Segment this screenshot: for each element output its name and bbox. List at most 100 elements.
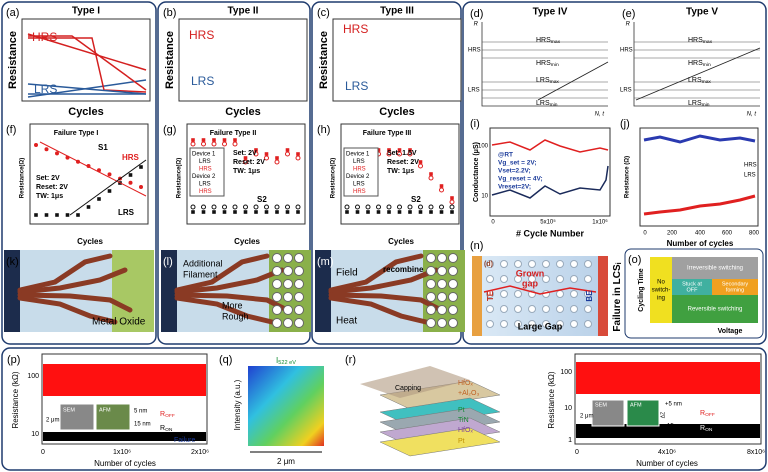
panel-title: Type I xyxy=(72,6,100,17)
label: LRSmax xyxy=(536,77,559,85)
label: Stuck at xyxy=(682,281,702,287)
filament xyxy=(17,267,128,295)
panel-frame xyxy=(1,1,157,345)
marker xyxy=(397,210,402,214)
marker xyxy=(429,172,433,176)
axis-title: Cycling Time xyxy=(638,268,645,312)
label: SEM xyxy=(595,402,607,408)
label: (m) xyxy=(317,256,334,268)
vacancy xyxy=(294,253,304,263)
label: Pt xyxy=(458,407,465,414)
marker xyxy=(212,210,216,214)
label: (k) xyxy=(6,256,19,268)
curve xyxy=(28,37,147,93)
label: Failure xyxy=(174,437,196,444)
label-main: LRS xyxy=(536,100,550,107)
tick-label: 10 xyxy=(31,431,39,438)
marker xyxy=(211,141,217,147)
marker xyxy=(387,148,391,152)
axis-title: Resistance(Ω) xyxy=(331,158,337,199)
marker xyxy=(408,148,412,152)
label-main: LRS xyxy=(688,77,702,84)
label: (l) xyxy=(163,256,173,268)
tick-label: 1x10⁶ xyxy=(113,449,131,456)
marker xyxy=(285,151,290,157)
curve xyxy=(483,285,597,295)
marker xyxy=(233,210,237,214)
label: TW: 1μs xyxy=(233,168,260,175)
tick-label: 200 xyxy=(667,231,678,237)
marker xyxy=(407,151,413,157)
label: Irreversible switching xyxy=(687,266,743,272)
axis-title: Cycles xyxy=(68,106,103,118)
marker xyxy=(222,204,227,210)
legend-entry: Device 1 xyxy=(346,152,370,158)
vacancy xyxy=(283,292,293,302)
filament xyxy=(328,267,439,295)
legend-entry: HRS xyxy=(199,189,212,195)
label: Vset=2.2V; xyxy=(498,168,531,175)
label: switch- xyxy=(652,288,671,294)
label: +Al₂O₃ xyxy=(458,390,479,397)
axis-title: Resistance (Ω) xyxy=(625,156,631,198)
axis-title: Number of cycles xyxy=(667,239,734,248)
label: HfOₓ xyxy=(458,380,473,387)
label: Large Gap xyxy=(518,321,563,331)
tick-label: 100 xyxy=(560,369,572,376)
label: Metal Oxide xyxy=(92,317,146,328)
marker xyxy=(128,180,133,185)
label: Grown xyxy=(516,268,545,278)
marker xyxy=(191,138,195,142)
label-sub: min xyxy=(550,102,558,108)
curve-label: LRS xyxy=(191,74,214,88)
label-main: R xyxy=(700,425,705,432)
marker xyxy=(296,152,300,156)
curve xyxy=(491,165,609,199)
marker xyxy=(429,210,433,214)
curve xyxy=(537,61,609,101)
vacancy xyxy=(294,305,304,315)
label: HRSmax xyxy=(688,37,713,45)
label: ROFF xyxy=(700,410,715,418)
label: ΔZ xyxy=(660,412,666,418)
label: S2 xyxy=(411,195,421,204)
electrode xyxy=(112,250,154,332)
label: Vreset=2V; xyxy=(498,184,531,191)
label: AFM xyxy=(99,407,111,413)
marker xyxy=(275,210,279,214)
label: (g) xyxy=(163,124,176,136)
label: Reset: 2V xyxy=(36,184,68,191)
vacancy xyxy=(272,305,282,315)
vacancy xyxy=(542,320,550,328)
marker xyxy=(190,204,196,210)
filament xyxy=(174,295,275,325)
axis-title: # Cycle Number xyxy=(516,228,585,238)
label-sub: 522 eV xyxy=(278,360,296,366)
label: Field xyxy=(336,268,358,279)
plot-title: Failure Type II xyxy=(210,130,257,137)
curve xyxy=(27,33,147,71)
axis-title: Cycles xyxy=(77,237,103,246)
layer xyxy=(379,427,501,457)
label-main: LRS xyxy=(688,100,702,107)
label: (d) xyxy=(470,8,483,20)
label: @RT xyxy=(498,152,513,159)
label: N, t xyxy=(747,112,757,118)
label: Capping xyxy=(395,385,421,392)
vacancy xyxy=(448,318,458,328)
label: (d) xyxy=(484,261,493,268)
label-sub: max xyxy=(550,80,560,85)
plot-frame xyxy=(21,18,151,102)
tick-label: 0 xyxy=(643,231,647,237)
vacancy xyxy=(556,275,564,283)
panel-frame xyxy=(311,1,462,345)
plot-frame xyxy=(639,127,759,227)
tick-label: 2x10⁶ xyxy=(191,449,209,456)
filament xyxy=(174,267,285,295)
vacancy xyxy=(556,305,564,313)
axis-title: Resistance xyxy=(164,31,176,89)
label-main: R xyxy=(700,410,705,417)
label-sub: ON xyxy=(705,427,713,433)
vacancy xyxy=(272,279,282,289)
marker xyxy=(139,165,143,169)
